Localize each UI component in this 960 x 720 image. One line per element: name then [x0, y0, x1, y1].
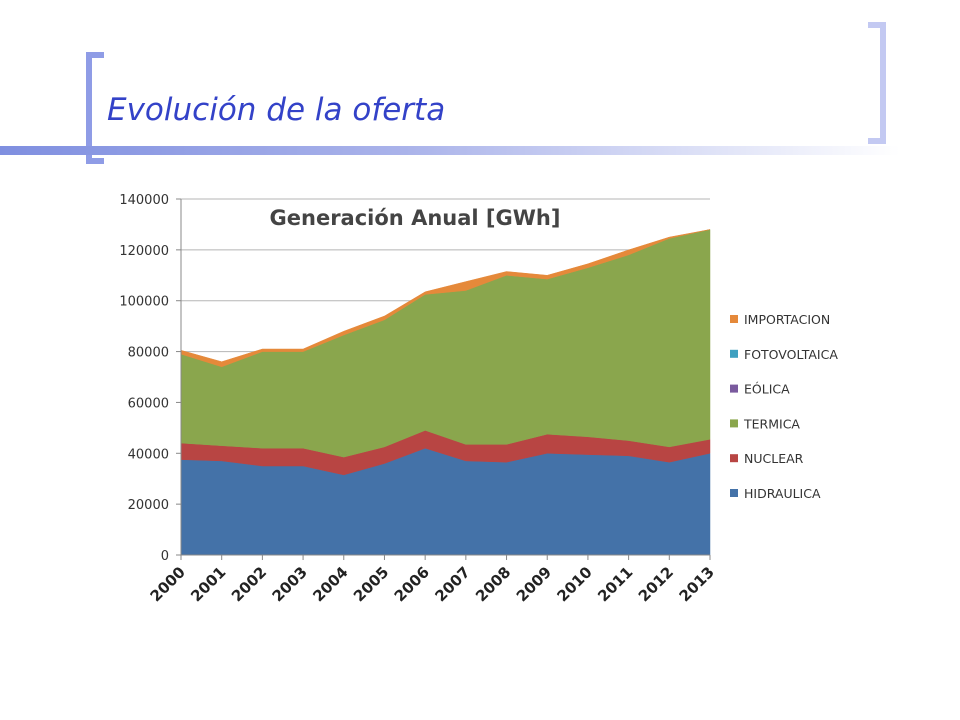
chart-axes	[180, 199, 711, 560]
x-tick-label: 2011	[594, 563, 636, 605]
title-bracket-right	[868, 22, 886, 144]
legend-label: EÓLICA	[744, 382, 790, 397]
legend-swatch	[730, 384, 738, 393]
legend-label: TERMICA	[743, 416, 800, 431]
x-tick-label: 2004	[309, 563, 351, 605]
legend-label: NUCLEAR	[744, 451, 804, 466]
x-tick-labels: 2000200120022003200420052006200720082009…	[147, 563, 718, 605]
x-tick-label: 2005	[350, 563, 392, 605]
y-tick-label: 40000	[128, 447, 169, 462]
x-tick-label: 2008	[472, 563, 514, 605]
x-tick-label: 2007	[431, 563, 473, 605]
legend-swatch	[730, 315, 738, 323]
y-tick-label: 0	[161, 549, 169, 564]
chart-container: 0 20000 40000 60000 80000 100000 120000 140000 …	[93, 185, 873, 635]
legend-label: FOTOVOLTAICA	[744, 347, 838, 362]
x-tick-label: 2013	[676, 563, 718, 605]
x-tick-label: 2010	[554, 563, 596, 605]
legend-swatch	[730, 489, 738, 497]
legend-swatch	[730, 454, 738, 463]
area-chart: 020000400006000080000100000120000140000 …	[119, 193, 838, 605]
y-tick-labels: 0 20000 40000 60000 80000 100000 120000 140000	[119, 193, 169, 564]
x-tick-label: 2000	[147, 563, 189, 605]
area-termica	[180, 229, 711, 458]
area-importacion	[180, 229, 711, 368]
legend-swatch	[730, 349, 738, 358]
y-tick-label: 80000	[128, 346, 169, 361]
y-tick-label: 60000	[128, 396, 169, 411]
y-tick-label: 140000	[119, 193, 169, 208]
title-bracket-left	[86, 52, 104, 164]
title-underline	[0, 146, 900, 155]
y-tick-label: 100000	[119, 295, 169, 310]
y-tick-label: 120000	[119, 244, 169, 259]
x-tick-label: 2002	[228, 563, 270, 605]
x-tick-label: 2012	[635, 563, 677, 605]
x-tick-label: 2006	[391, 563, 433, 605]
chart-areas	[180, 229, 711, 556]
legend-swatch	[730, 419, 738, 428]
chart-title: Generación Anual [GWh]	[270, 206, 561, 230]
x-tick-label: 2009	[513, 563, 555, 605]
slide-title: Evolución de la oferta	[107, 92, 446, 128]
x-tick-label: 2003	[269, 563, 311, 605]
chart-legend: IMPORTACION FOTOVOLTAICA EÓLICA TERMICA NUCL…	[730, 312, 838, 501]
legend-label: HIDRAULICA	[744, 486, 821, 501]
legend-label: IMPORTACION	[744, 312, 830, 327]
x-tick-label: 2001	[187, 563, 229, 605]
y-tick-label: 20000	[128, 498, 169, 513]
